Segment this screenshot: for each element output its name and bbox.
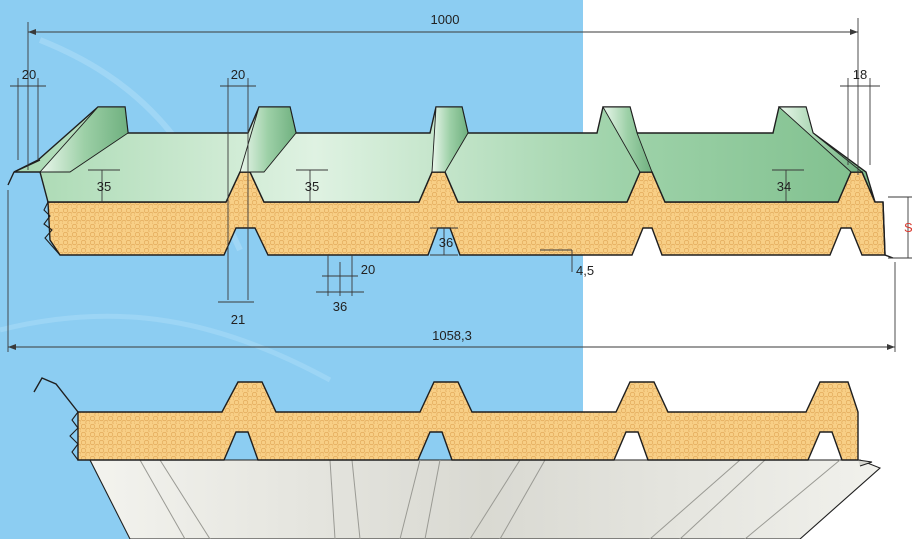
dim-left-crest-width: 20	[10, 67, 46, 160]
left-edge-hook	[7, 159, 41, 186]
dim-panel-thickness-label: S	[904, 220, 912, 235]
underside-ribs	[139, 459, 841, 539]
foam-jagged-edge	[43, 201, 61, 256]
dim-bottom-groove-width-label: 21	[231, 312, 245, 327]
bottom-panel-foam-core	[77, 381, 859, 461]
dim-bottom-rib-height-label: 36	[439, 235, 453, 250]
dim-overall-total-width: 1058,3	[7, 190, 896, 352]
dim-bottom-groove-width: 21	[218, 301, 254, 327]
dim-overall-total-width-label: 1058,3	[432, 328, 472, 343]
bottom-panel-right-edge	[857, 459, 873, 467]
dim-rib-height-1: 35	[88, 169, 120, 202]
dim-small-groove-depth-label: 4,5	[576, 263, 594, 278]
bottom-panel-underside	[89, 459, 882, 539]
rib-face-3	[431, 106, 469, 173]
dim-second-crest-width: 20	[220, 67, 256, 300]
dim-rib-height-3-label: 34	[777, 179, 791, 194]
dim-bottom-rib-height: 36	[430, 227, 458, 256]
dim-rib-height-3: 34	[772, 169, 804, 202]
dim-rib-height-1-label: 35	[97, 179, 111, 194]
dim-second-crest-width-label: 20	[231, 67, 245, 82]
dim-overall-cover-width-label: 1000	[431, 12, 460, 27]
bottom-panel-jagged-edge	[69, 411, 79, 461]
right-edge-hook	[882, 201, 894, 259]
bottom-panel-left-hook	[33, 377, 79, 413]
dim-bottom-rib-base-width-label: 36	[333, 299, 347, 314]
dim-rib-height-2-label: 35	[305, 179, 319, 194]
dim-bottom-rib-top-width-label: 20	[361, 262, 375, 277]
dim-left-crest-width-label: 20	[22, 67, 36, 82]
rib-face-5	[777, 106, 864, 173]
dim-overall-cover-width: 1000	[27, 12, 859, 175]
rib-face-1	[38, 106, 129, 173]
dim-panel-thickness: S	[888, 196, 912, 259]
dim-bottom-rib-widths: 20 36	[316, 255, 375, 314]
dim-rib-height-2: 35	[296, 169, 328, 202]
dim-right-crest-width-label: 18	[853, 67, 867, 82]
background-swirl-2	[0, 313, 332, 383]
dim-right-crest-width: 18	[840, 67, 880, 165]
rib-face-2	[239, 106, 297, 173]
rib-face-4	[602, 106, 653, 173]
dim-small-groove-depth: 4,5	[540, 249, 594, 278]
